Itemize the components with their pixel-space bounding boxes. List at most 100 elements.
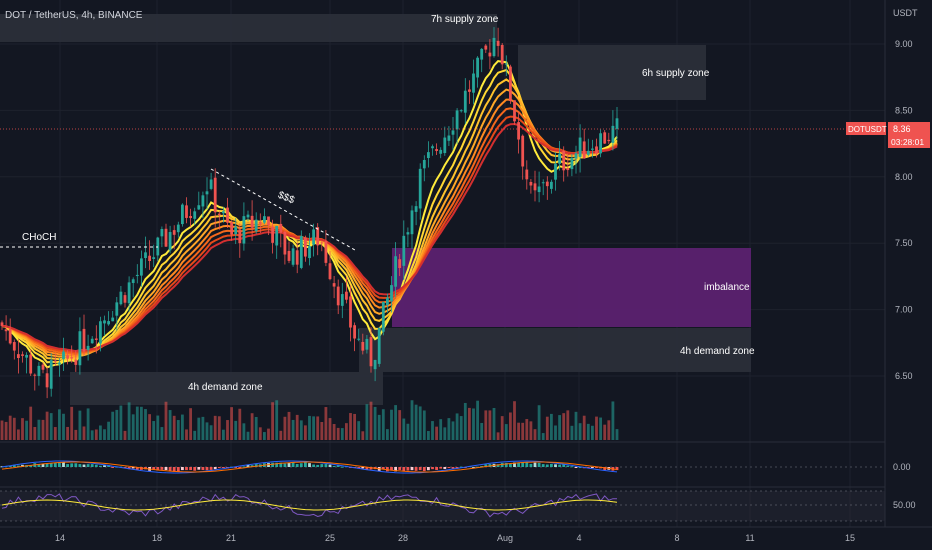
candle-body — [168, 232, 172, 251]
volume-bar — [496, 432, 500, 440]
macd-bar — [595, 467, 598, 468]
candle-body — [66, 355, 69, 359]
macd-bar — [566, 465, 570, 467]
volume-bar — [213, 415, 217, 440]
candle-body — [107, 321, 110, 325]
macd-bar — [131, 467, 135, 469]
volume-bar — [439, 419, 443, 440]
macd-bar — [74, 463, 78, 467]
macd-bar — [123, 467, 127, 468]
volume-bar — [312, 416, 315, 440]
macd-bar — [410, 467, 414, 471]
candle-body — [562, 150, 566, 171]
macd-bar — [574, 467, 578, 468]
volume-bar — [181, 414, 184, 440]
volume-bar — [566, 410, 570, 440]
macd-bar — [213, 467, 217, 470]
volume-bar — [263, 432, 266, 440]
volume-bar — [4, 421, 8, 440]
macd-bar — [480, 465, 484, 467]
price-axis-unit: USDT — [893, 8, 918, 18]
volume-bar — [107, 421, 110, 440]
macd-bar — [172, 467, 176, 472]
candle-body — [74, 359, 78, 365]
macd-bar — [427, 467, 430, 471]
macd-bar — [406, 467, 410, 471]
macd-bar — [418, 467, 422, 471]
candle-body — [468, 89, 471, 92]
volume-bar — [267, 428, 270, 440]
volume-bar — [599, 417, 602, 440]
volume-bar — [144, 409, 147, 440]
candle-body — [185, 205, 188, 218]
rsi-line — [1, 493, 618, 518]
volume-bar — [275, 400, 279, 440]
imbalance-zone — [392, 248, 751, 327]
candle-body — [312, 229, 315, 245]
candle-body — [53, 360, 57, 362]
candle-body — [447, 135, 451, 141]
volume-bar — [148, 414, 151, 440]
imbalance-label: imbalance — [704, 282, 750, 293]
candle-body — [41, 364, 45, 370]
macd-bar — [562, 464, 566, 467]
candle-body — [82, 328, 86, 352]
macd-bar — [308, 463, 311, 467]
candle-body — [164, 228, 168, 247]
volume-bar — [578, 423, 582, 440]
volume-bar — [271, 402, 274, 440]
macd-bar — [135, 467, 139, 470]
candle-body — [591, 148, 594, 150]
candle-body — [418, 168, 422, 209]
candle-body — [340, 294, 344, 306]
candle-body — [324, 241, 328, 263]
time-tick: 14 — [55, 533, 65, 543]
candle-body — [521, 135, 525, 167]
last-price-tag: DOTUSDT 8.36 03:28:01 — [846, 122, 930, 148]
volume-bar — [410, 400, 414, 440]
rsi-pane — [0, 490, 885, 522]
volume-bar — [304, 425, 307, 440]
candle-body — [513, 100, 516, 122]
supply-7h-label: 7h supply zone — [431, 14, 499, 25]
price-tick: 9.00 — [895, 39, 913, 49]
candle-body — [533, 183, 537, 191]
candle-body — [369, 337, 373, 367]
volume-bar — [537, 405, 541, 440]
demand-zone-4h-left — [70, 372, 383, 405]
volume-bar — [29, 406, 33, 440]
candle-body — [365, 338, 369, 350]
macd-bar — [127, 467, 131, 470]
candle-body — [271, 226, 274, 243]
candle-body — [550, 181, 553, 189]
macd-bar — [82, 464, 86, 467]
macd-bar — [591, 467, 594, 468]
volume-bar — [455, 413, 459, 440]
volume-bar — [127, 402, 131, 440]
volume-bar — [529, 421, 533, 440]
macd-bar — [521, 462, 525, 467]
volume-bar — [94, 429, 98, 440]
volume-bar — [463, 402, 467, 440]
volume-bar — [17, 429, 20, 440]
volume-bar — [33, 427, 37, 440]
volume-bar — [152, 421, 156, 440]
candle-body — [595, 146, 598, 154]
macd-bar — [62, 462, 65, 467]
macd-bar — [41, 463, 45, 467]
candle-body — [205, 191, 209, 195]
volume-bar — [254, 416, 258, 440]
volume-bar — [160, 427, 164, 440]
volume-bar — [45, 411, 49, 440]
rsi-band — [0, 491, 885, 521]
candle-body — [345, 291, 348, 300]
macd-bar — [111, 467, 115, 468]
candle-body — [226, 207, 229, 223]
candle-body — [258, 221, 262, 224]
candle-body — [17, 354, 20, 358]
volume-bar — [472, 408, 475, 440]
volume-bar — [373, 406, 377, 440]
volume-bar — [521, 422, 525, 440]
macd-bar — [295, 464, 299, 467]
